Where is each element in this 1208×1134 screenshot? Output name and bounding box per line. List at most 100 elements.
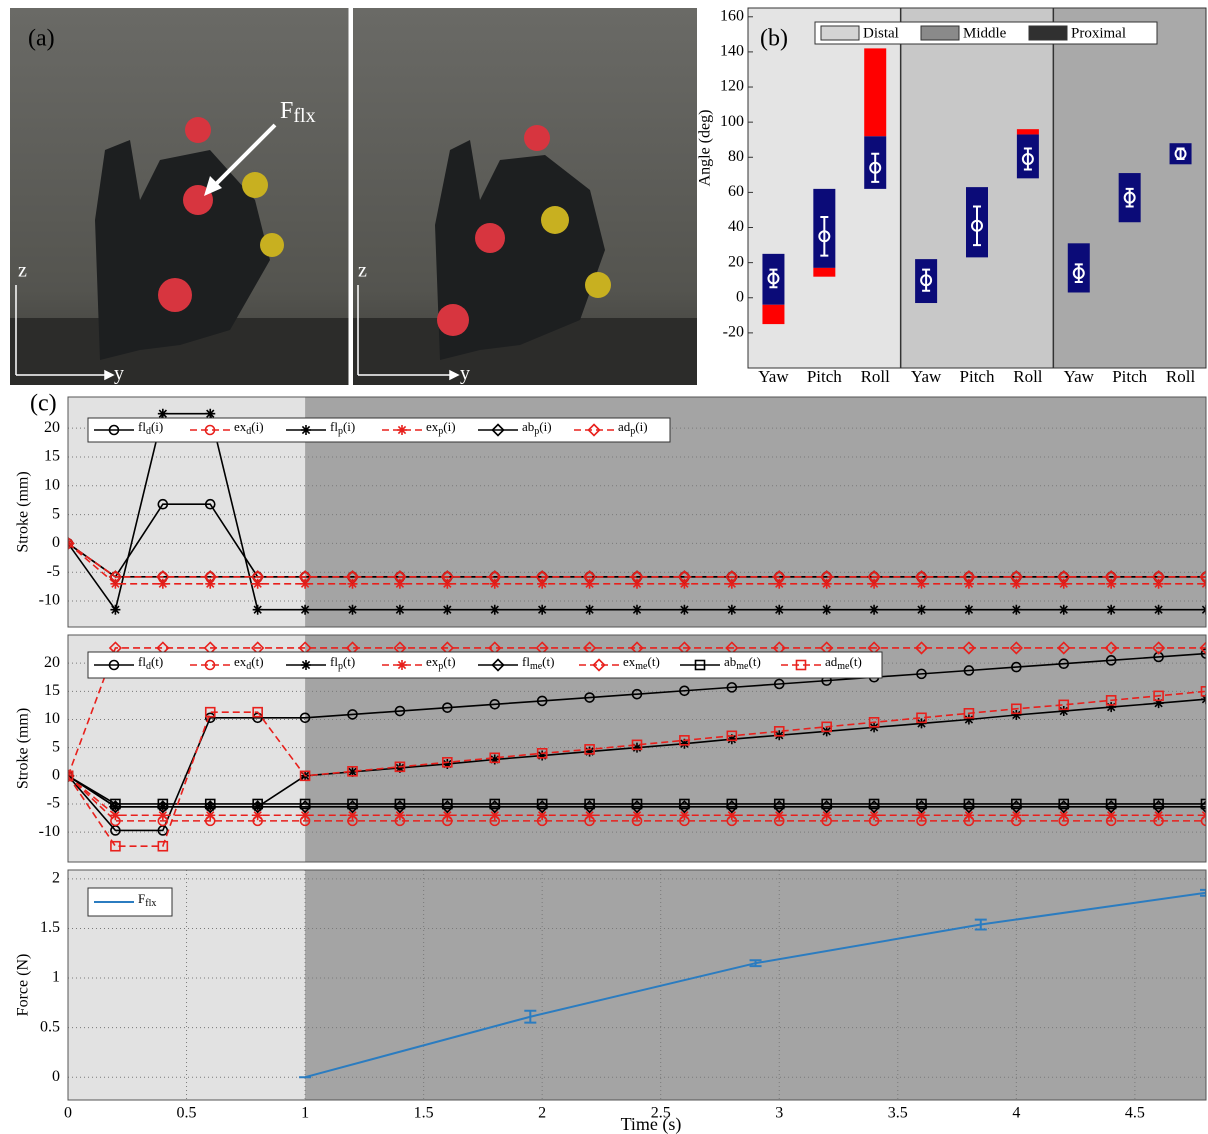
label-part: F — [138, 891, 145, 906]
y-tick-label: 40 — [728, 218, 744, 235]
label-part: (t) — [443, 654, 455, 669]
label-part: ab — [724, 654, 736, 669]
marker — [964, 714, 974, 724]
marker-ball — [475, 223, 505, 253]
marker-ball — [541, 206, 569, 234]
marker — [1059, 605, 1069, 615]
x-tick-label: 3 — [775, 1105, 783, 1122]
label-part: me — [837, 661, 850, 672]
label-part: (i) — [343, 419, 355, 434]
marker-ball — [437, 304, 469, 336]
label-part: ex — [234, 654, 247, 669]
marker — [300, 605, 310, 615]
extra-bar — [762, 305, 784, 324]
marker-ball — [260, 233, 284, 257]
marker — [585, 747, 595, 757]
marker — [1011, 605, 1021, 615]
legend-swatch — [821, 26, 859, 40]
label-part: ad — [618, 419, 631, 434]
axis-z: z — [18, 260, 27, 282]
y-tick-label: 10 — [44, 710, 60, 727]
y-tick-label: 80 — [728, 148, 744, 165]
legend-swatch — [1029, 26, 1067, 40]
marker — [632, 579, 642, 589]
marker — [1106, 579, 1116, 589]
x-axis-label: Time (s) — [621, 1114, 682, 1134]
label-part: (t) — [251, 654, 263, 669]
y-tick-label: 20 — [44, 419, 60, 436]
marker — [964, 579, 974, 589]
y-tick-label: 15 — [44, 682, 60, 699]
extra-bar — [813, 268, 835, 277]
axis-y: y — [114, 363, 124, 385]
marker-ball — [158, 278, 192, 312]
marker — [869, 605, 879, 615]
label-part: me — [736, 661, 749, 672]
marker — [490, 605, 500, 615]
panel-label: (a) — [28, 26, 55, 52]
marker — [822, 579, 832, 589]
label-part: ex — [426, 654, 439, 669]
panel-label: (c) — [30, 391, 57, 417]
y-tick-label: -10 — [39, 592, 60, 609]
legend-box — [88, 418, 670, 442]
y-tick-label: 20 — [728, 253, 744, 270]
y-axis-label: Stroke (mm) — [15, 708, 32, 789]
marker — [727, 605, 737, 615]
marker — [158, 579, 168, 589]
marker — [442, 579, 452, 589]
label-part: (t) — [343, 654, 355, 669]
marker — [348, 605, 358, 615]
x-tick-label: 0.5 — [177, 1105, 197, 1122]
x-tick-label: 3.5 — [888, 1105, 908, 1122]
marker — [110, 605, 120, 615]
marker — [679, 579, 689, 589]
marker — [917, 579, 927, 589]
y-tick-label: 20 — [44, 654, 60, 671]
marker-ball — [524, 125, 550, 151]
marker — [205, 579, 215, 589]
y-tick-label: -5 — [47, 795, 60, 812]
y-tick-label: 1.5 — [40, 919, 60, 936]
label-part: (t) — [749, 654, 761, 669]
y-tick-label: 5 — [52, 738, 60, 755]
region — [305, 870, 1206, 1100]
y-tick-label: -10 — [39, 823, 60, 840]
marker — [1011, 579, 1021, 589]
legend-label: Middle — [963, 25, 1007, 41]
y-tick-label: 0 — [52, 534, 60, 551]
x-tick-label: Yaw — [758, 367, 789, 386]
x-tick-label: 2 — [538, 1105, 546, 1122]
y-tick-label: 10 — [44, 476, 60, 493]
marker — [397, 425, 407, 435]
marker — [1106, 702, 1116, 712]
x-tick-label: Roll — [1013, 367, 1043, 386]
marker — [348, 579, 358, 589]
marker — [632, 605, 642, 615]
marker-ball — [242, 172, 268, 198]
x-tick-label: 4.5 — [1125, 1105, 1145, 1122]
y-axis-label: Angle (deg) — [697, 110, 714, 187]
y-axis-label: Force (N) — [15, 954, 32, 1017]
panel-label: (b) — [760, 26, 788, 52]
marker — [917, 718, 927, 728]
marker — [537, 751, 547, 761]
label-part: (i) — [151, 419, 163, 434]
y-tick-label: -20 — [723, 324, 744, 341]
label-part: (i) — [251, 419, 263, 434]
label-part: (i) — [539, 419, 551, 434]
y-tick-label: 0 — [52, 1068, 60, 1085]
x-tick-label: Yaw — [911, 367, 942, 386]
marker — [774, 605, 784, 615]
label-part: (t) — [648, 654, 660, 669]
y-tick-label: 2 — [52, 870, 60, 887]
y-tick-label: 140 — [720, 43, 744, 60]
legend-label: Distal — [863, 25, 899, 41]
marker — [585, 579, 595, 589]
y-tick-label: 0 — [52, 766, 60, 783]
y-tick-label: 15 — [44, 448, 60, 465]
legend-label: Proximal — [1071, 25, 1126, 41]
marker — [300, 579, 310, 589]
marker — [585, 605, 595, 615]
marker — [917, 605, 927, 615]
